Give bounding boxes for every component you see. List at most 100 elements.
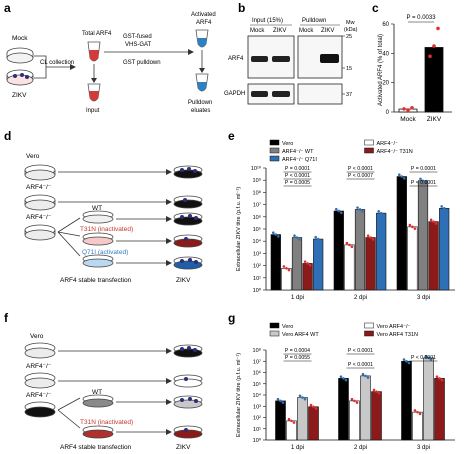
legend-label: ARF4⁻/⁻ Q71I: [282, 157, 317, 163]
y-tick-label: 10⁰: [253, 287, 262, 294]
eluate-arrowhead: [199, 68, 205, 73]
legend-swatch: [269, 330, 280, 337]
bar: [417, 180, 429, 291]
y-tick-label: 10²: [253, 416, 261, 422]
data-point: [405, 359, 408, 363]
data-point: [418, 412, 422, 416]
bar: [396, 176, 407, 291]
chart-g: 10⁰ 10¹ 10² 10³ 10⁴ 10⁵ 10⁶ 10⁷ 10⁸ Extracellular…: [236, 322, 455, 451]
data-point: [366, 376, 370, 379]
data-point: [292, 421, 296, 424]
d-q71l-label: Q71I (activated): [82, 249, 128, 256]
data-point: [355, 401, 359, 404]
data-point: [308, 263, 312, 267]
y-tick-label: 10⁵: [253, 226, 261, 233]
bar: [354, 209, 366, 291]
mw-label: Mw: [346, 20, 355, 26]
panel-f: f Vero ARF4⁻/⁻ ARF4⁻/⁻ WT T31N (inactiva…: [4, 311, 203, 451]
x-tick-label: 1 dpi: [291, 295, 304, 301]
arf4-row-label: ARF4: [228, 56, 244, 62]
data-point: [345, 241, 349, 245]
panel-e: e 10⁰ 10¹ 10² 10³ 10⁴ 10⁵ 10⁶ 10⁷ 10⁸ 10⁹ 10¹⁰ Extr…: [228, 129, 455, 301]
data-point: [406, 108, 410, 112]
bar: [270, 234, 281, 291]
legend-swatch: [269, 155, 280, 162]
p-value-label: P < 0.0001: [411, 180, 436, 186]
bar: [344, 244, 355, 291]
data-point: [377, 209, 381, 213]
legend-swatch: [269, 322, 280, 329]
d-dish-arf4ko-2: [24, 224, 56, 241]
data-point: [416, 410, 419, 414]
d-dish-wt: [82, 210, 114, 224]
bar: [412, 411, 423, 441]
bar: [302, 263, 313, 291]
kda-label: (kDa): [344, 27, 358, 33]
bar: [365, 237, 376, 291]
chart-e: 10⁰ 10¹ 10² 10³ 10⁴ 10⁵ 10⁶ 10⁷ 10⁸ 10⁹ 10¹⁰ Extrac…: [236, 139, 455, 301]
legend-swatch: [269, 147, 280, 154]
y-tick-label: 10¹: [253, 427, 261, 433]
bar: [439, 207, 450, 291]
lane-zikv-pulldown: ZIKV: [321, 28, 334, 34]
data-point: [410, 105, 414, 110]
data-point: [434, 222, 438, 225]
y-tick-label: 10³: [253, 251, 261, 257]
data-point: [301, 396, 304, 399]
data-point: [413, 227, 417, 230]
data-point: [281, 401, 285, 404]
p-value-label: P = 0.0055: [285, 355, 310, 361]
data-point: [408, 223, 412, 227]
data-point: [356, 206, 359, 209]
data-point: [442, 206, 446, 210]
bar: [297, 397, 308, 441]
p-value-label: P = 0.0005: [285, 180, 310, 186]
blot-pulldown-arf4: [297, 35, 343, 79]
data-point: [402, 358, 406, 361]
d-stable-label: ARF4 stable transfection: [60, 277, 132, 284]
data-point: [285, 267, 288, 270]
d-infected-dishes: [173, 165, 203, 270]
data-point: [361, 372, 365, 376]
data-point: [421, 179, 425, 183]
f-stable-label: ARF4 stable transfection: [60, 444, 132, 451]
input-label: Input: [86, 108, 100, 114]
legend-label: Vero: [282, 141, 293, 147]
data-point: [400, 175, 404, 178]
gst-fused-label: GST-fused: [123, 34, 152, 40]
panel-letter-b: b: [238, 1, 245, 15]
panel-c: c 0 20 40 60 Mock ZIKV Activated ARF4 (% of to…: [372, 1, 452, 123]
tube-activated: [195, 29, 209, 48]
d-vero-label: Vero: [26, 153, 40, 160]
data-point: [314, 235, 318, 239]
panel-letter-c: c: [372, 1, 379, 15]
f-infected-dishes: [173, 344, 203, 439]
y-tick-label: 10³: [253, 404, 261, 410]
y-tick-label: 10⁶: [253, 370, 261, 377]
panel-letter-f: f: [4, 311, 9, 325]
data-point: [382, 213, 386, 217]
data-point: [282, 265, 286, 268]
f-dish-t31n: [82, 425, 114, 439]
y-tick-label: 10⁷: [253, 202, 261, 209]
x-tick-label: 2 dpi: [354, 295, 367, 301]
f-dish-wt: [82, 394, 114, 408]
d-arf4ko2-label: ARF4⁻/⁻: [26, 214, 52, 221]
p-value-label: P < 0.0001: [348, 166, 373, 172]
lane-zikv-input: ZIKV: [273, 28, 286, 34]
data-point: [413, 409, 417, 412]
gst-pulldown-label: GST pulldown: [123, 60, 161, 66]
data-point: [377, 392, 381, 395]
chart-c: 0 20 40 60 Mock ZIKV Activated ARF4 (% of tota…: [378, 15, 452, 123]
y-tick-label: 10⁰: [253, 437, 262, 444]
d-arf4ko-label: ARF4⁻/⁻: [26, 184, 52, 191]
mw-37: 37: [346, 92, 352, 98]
tube-pulldown: [195, 73, 209, 92]
data-point: [337, 209, 341, 213]
legend-label: ARF4⁻/⁻: [377, 141, 398, 147]
data-point: [440, 378, 444, 382]
data-point: [277, 235, 280, 238]
activated-label: Activated: [191, 12, 216, 18]
legend-label: Vero ARF4 T31N: [377, 332, 419, 338]
